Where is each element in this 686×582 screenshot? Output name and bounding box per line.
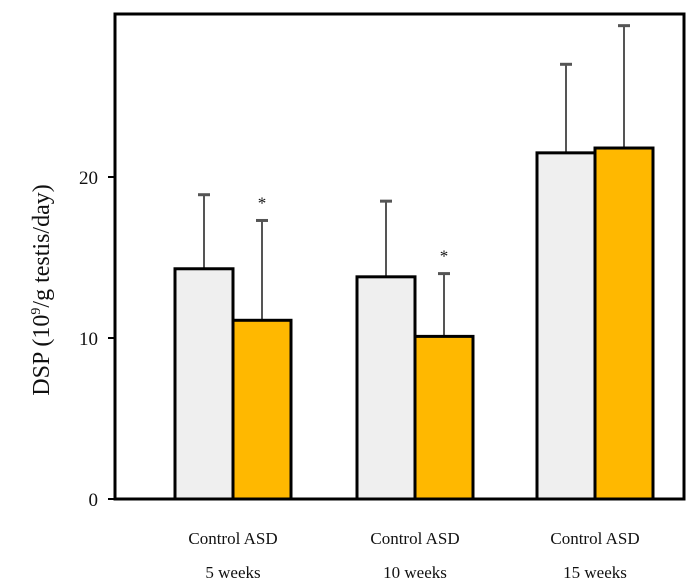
bar-2-1 bbox=[593, 146, 655, 501]
bar-names-label-1: Control ASD bbox=[370, 529, 459, 548]
group-label-0: 5 weeks bbox=[205, 563, 260, 582]
y-axis-label-suffix: /g testis/day) bbox=[29, 184, 55, 307]
bar-0-0 bbox=[173, 267, 235, 501]
significance-mark-0-1: * bbox=[258, 193, 267, 212]
group-label-2: 15 weeks bbox=[563, 563, 627, 582]
group-label-1: 10 weeks bbox=[383, 563, 447, 582]
x-axis-labels: Control ASD 5 weeks Control ASD 10 weeks Con… bbox=[188, 529, 639, 582]
y-tick-label-2: 20 bbox=[79, 168, 98, 189]
y-tick-label-0: 0 bbox=[89, 490, 99, 511]
y-axis-label: DSP (109/g testis/day) bbox=[29, 184, 55, 395]
bar-2-0 bbox=[535, 151, 597, 501]
y-axis-ticks: 0 10 20 bbox=[79, 168, 115, 511]
bar-0-1 bbox=[231, 318, 293, 501]
bars: ** bbox=[173, 24, 655, 501]
y-axis-label-prefix: DSP (10 bbox=[29, 315, 55, 396]
bar-names-label-2: Control ASD bbox=[550, 529, 639, 548]
significance-mark-1-1: * bbox=[440, 247, 449, 266]
bar-names-label-0: Control ASD bbox=[188, 529, 277, 548]
y-tick-label-1: 10 bbox=[79, 329, 98, 350]
bar-1-1 bbox=[413, 334, 475, 501]
bar-1-0 bbox=[355, 275, 417, 501]
y-axis-label-superscript: 9 bbox=[29, 308, 44, 315]
